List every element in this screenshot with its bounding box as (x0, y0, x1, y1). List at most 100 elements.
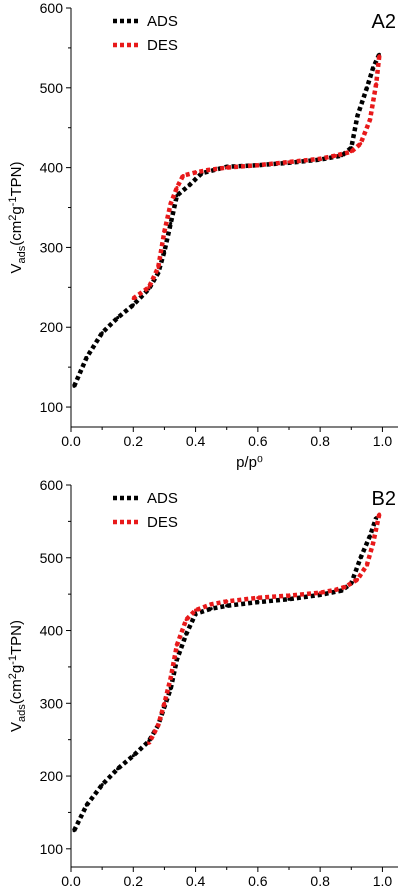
series-line-des (131, 55, 382, 301)
legend-label-des: DES (147, 514, 178, 531)
y-tick-label: 400 (40, 160, 64, 176)
data-point-ads (355, 114, 360, 118)
data-point-ads (225, 604, 229, 608)
data-point-ads (187, 183, 191, 187)
data-point-ads (365, 86, 369, 90)
x-tick-label: 0.2 (124, 433, 144, 449)
y-tick-label: 400 (40, 623, 64, 639)
data-point-des (147, 741, 151, 745)
data-point-des (175, 643, 179, 647)
y-tick-label: 500 (40, 550, 64, 566)
legend-label-ads: ADS (147, 13, 178, 30)
y-tick-label: 200 (40, 319, 64, 335)
data-point-ads (84, 803, 89, 807)
data-point-des (225, 599, 229, 604)
y-tick-label: 200 (40, 768, 64, 784)
data-point-des (209, 602, 213, 606)
y-tick-label: 300 (40, 239, 64, 255)
y-tick-label: 300 (40, 695, 64, 711)
x-tick-label: 0.0 (61, 433, 81, 449)
data-point-des (287, 593, 291, 598)
data-point-des (169, 201, 173, 206)
data-point-des (175, 185, 179, 190)
data-point-des (368, 118, 372, 122)
data-point-des (181, 174, 185, 178)
legend-label-ads: ADS (147, 490, 178, 507)
data-point-des (225, 166, 229, 170)
x-tick-label: 0.0 (61, 873, 81, 889)
data-point-des (377, 54, 381, 58)
y-axis-label: Vads(cm2g-1TPN) (7, 620, 28, 732)
data-point-ads (256, 600, 260, 604)
data-point-des (131, 296, 135, 301)
data-point-des (256, 163, 260, 167)
data-point-des (371, 541, 375, 545)
data-point-ads (169, 221, 173, 226)
x-axis-label: p/p⁰ (236, 454, 263, 471)
x-tick-label: 1.0 (373, 433, 393, 449)
data-point-ads (131, 754, 135, 758)
data-point-ads (209, 607, 213, 611)
x-tick-label: 0.4 (186, 873, 206, 889)
data-point-des (193, 170, 198, 175)
y-tick-label: 100 (40, 841, 64, 857)
data-point-des (318, 591, 322, 595)
x-tick-label: 0.8 (310, 433, 330, 449)
data-point-ads (184, 632, 188, 636)
x-tick-label: 0.8 (310, 873, 330, 889)
data-point-des (147, 285, 151, 289)
series-line-des (146, 513, 382, 745)
y-axis-label: Vads(cm2g-1TPN) (7, 161, 28, 273)
data-point-des (184, 618, 188, 622)
series-line-ads (72, 53, 382, 388)
data-point-des (349, 150, 353, 154)
data-point-des (343, 585, 347, 589)
data-point-ads (175, 193, 179, 198)
data-point-ads (116, 316, 120, 320)
data-point-des (355, 577, 360, 582)
series-line-ads (72, 516, 379, 832)
chart-panel-a2: 100 200 300 400 500 600 0.0 0.2 0.4 0.6 0.8 1.0 p/p⁰… (7, 0, 398, 471)
chart-panel-b2: 1002003004005006000.00.20.40.60.81.0p/p⁰… (7, 477, 398, 889)
y-tick-label: 600 (40, 0, 64, 16)
data-point-ads (162, 249, 167, 254)
data-point-des (365, 563, 369, 567)
data-point-des (169, 676, 173, 680)
data-point-ads (84, 355, 89, 360)
data-point-des (374, 82, 378, 86)
data-point-des (334, 154, 338, 158)
y-tick-label: 600 (40, 477, 64, 493)
y-tick-label: 100 (40, 399, 64, 415)
x-tick-label: 0.4 (186, 433, 206, 449)
data-point-des (206, 168, 210, 172)
x-tick-label: 0.6 (248, 873, 268, 889)
data-point-ads (72, 829, 76, 833)
data-point-des (359, 142, 363, 146)
data-point-ads (100, 783, 104, 787)
data-point-ads (371, 66, 375, 70)
data-point-ads (131, 303, 135, 307)
data-point-des (256, 596, 260, 600)
panel-label: A2 (372, 11, 396, 33)
x-tick-label: 0.2 (124, 873, 144, 889)
data-point-des (162, 701, 167, 705)
data-point-ads (100, 331, 104, 335)
data-point-des (287, 160, 291, 164)
panel-label: B2 (372, 488, 396, 510)
y-tick-label: 500 (40, 80, 64, 96)
data-point-ads (287, 597, 291, 601)
data-point-ads (359, 556, 363, 560)
data-point-des (156, 265, 160, 269)
x-tick-label: 0.6 (248, 433, 268, 449)
x-tick-label: 1.0 (373, 873, 393, 889)
data-point-des (162, 229, 167, 234)
data-point-ads (116, 767, 120, 771)
data-point-des (193, 608, 198, 612)
data-point-des (318, 157, 322, 161)
data-point-des (334, 588, 338, 592)
data-point-ads (169, 687, 173, 691)
data-point-des (156, 723, 160, 727)
legend-label-des: DES (147, 37, 178, 54)
data-point-ads (72, 384, 76, 388)
